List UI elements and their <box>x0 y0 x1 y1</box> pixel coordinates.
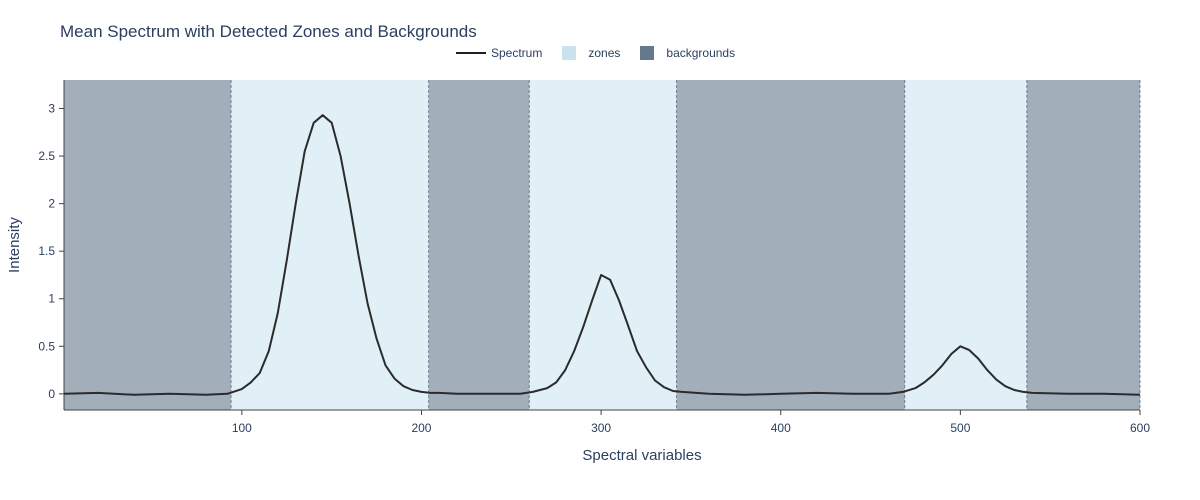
legend-item-spectrum[interactable]: Spectrum <box>456 46 542 60</box>
y-tick-label-0: 0 <box>48 387 55 401</box>
legend-swatch-backgrounds <box>640 46 655 60</box>
legend-item-backgrounds[interactable]: backgrounds <box>638 46 735 60</box>
y-tick-label-1: 0.5 <box>38 339 55 353</box>
y-tick-label-4: 2 <box>48 197 55 211</box>
y-tick-label-2: 1 <box>48 292 55 306</box>
y-tick-label-5: 2.5 <box>38 149 55 163</box>
background-4 <box>1026 80 1140 410</box>
x-tick-label-3: 400 <box>771 421 791 435</box>
background-2 <box>428 80 530 410</box>
x-tick-label-4: 500 <box>950 421 970 435</box>
x-tick-label-2: 300 <box>591 421 611 435</box>
x-axis-title: Spectral variables <box>582 447 701 464</box>
zone-1 <box>231 80 429 410</box>
legend-label-backgrounds: backgrounds <box>666 46 736 60</box>
legend-swatch-zones <box>562 46 577 60</box>
chart-title: Mean Spectrum with Detected Zones and Ba… <box>60 22 477 41</box>
spectrum-line <box>63 114 1141 396</box>
legend-item-zones[interactable]: zones <box>560 46 620 60</box>
legend-swatch-spectrum <box>456 52 486 54</box>
zone-3 <box>904 80 1027 410</box>
y-tick-label-3: 1.5 <box>38 244 55 258</box>
zone-2 <box>529 80 677 410</box>
x-tick-label-0: 100 <box>232 421 252 435</box>
legend-label-zones: zones <box>588 46 621 60</box>
background-1 <box>64 80 232 410</box>
background-3 <box>676 80 905 410</box>
legend: Spectrum zones backgrounds <box>456 46 753 60</box>
x-tick-label-1: 200 <box>411 421 431 435</box>
x-tick-label-5: 600 <box>1130 421 1150 435</box>
y-tick-label-6: 3 <box>48 102 55 116</box>
legend-label-spectrum: Spectrum <box>491 46 543 60</box>
y-axis-title: Intensity <box>6 217 23 273</box>
